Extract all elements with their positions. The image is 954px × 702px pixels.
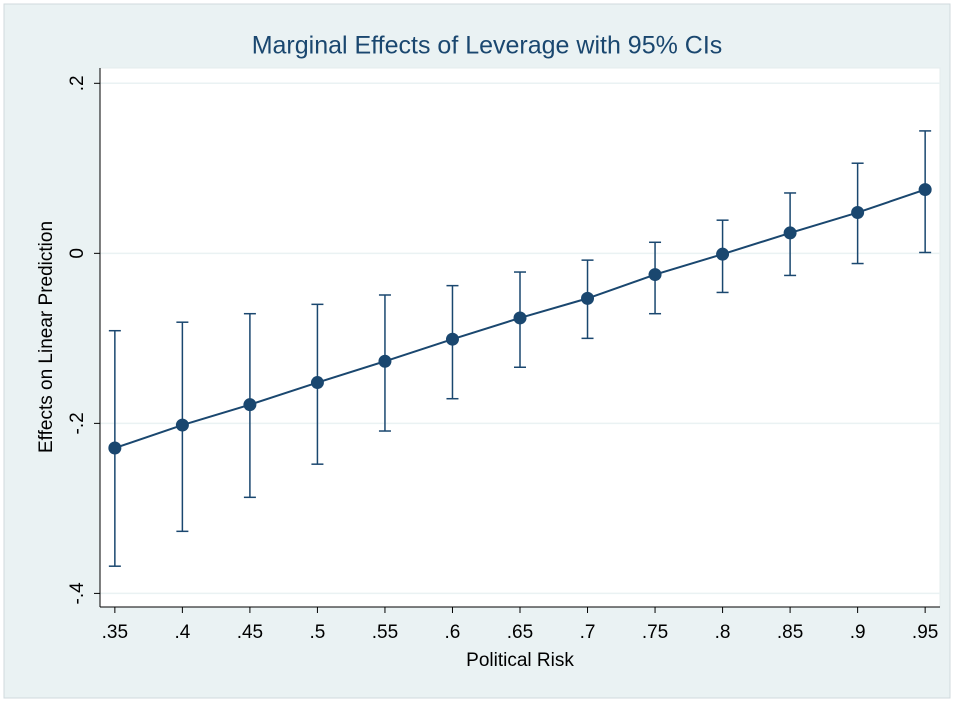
point [851,206,865,220]
point [243,398,257,412]
x-tick-label: .8 [715,622,731,643]
x-tick-label: .85 [777,622,803,643]
x-tick-label: .5 [309,622,325,643]
point [175,418,189,432]
point [783,226,797,240]
y-tick-label: 0 [67,248,88,259]
x-tick-label: .9 [850,622,866,643]
y-tick-label: -.4 [67,582,88,605]
x-tick-label: .95 [912,622,938,643]
point [108,441,122,455]
point [716,247,730,261]
x-tick-label: .35 [102,622,128,643]
point [918,183,932,197]
point [648,268,662,282]
y-tick-label: .2 [67,75,88,91]
point [513,311,527,325]
point [310,376,324,390]
y-tick-label: -.2 [67,412,88,434]
x-tick-label: .55 [372,622,398,643]
x-tick-label: .6 [445,622,461,643]
point [378,354,392,368]
x-tick-label: .65 [507,622,533,643]
x-tick-label: .7 [580,622,596,643]
point [581,291,595,305]
x-axis-label: Political Risk [466,650,574,671]
point [445,332,459,346]
x-tick-label: .4 [174,622,190,643]
chart-title: Marginal Effects of Leverage with 95% CI… [252,32,723,60]
y-axis-label: Effects on Linear Prediction [36,221,57,453]
x-tick-label: .45 [237,622,263,643]
x-tick-label: .75 [642,622,668,643]
